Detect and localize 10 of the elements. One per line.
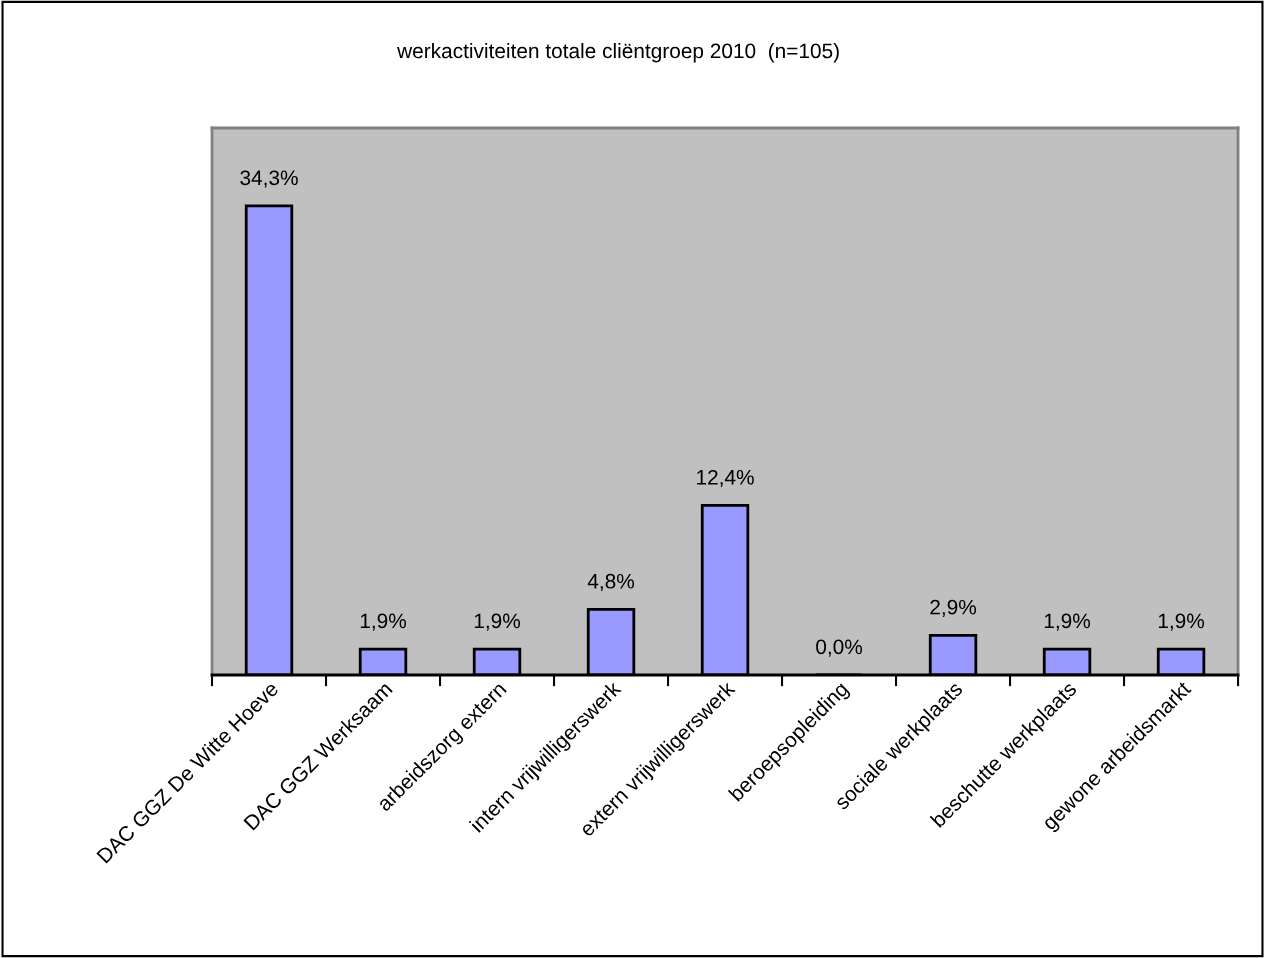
data-label: 1,9%: [474, 613, 521, 631]
data-label: 4,8%: [587, 573, 635, 592]
data-label: 2,9%: [930, 599, 977, 618]
data-label: 12,4%: [697, 469, 754, 488]
data-label: 0,0%: [816, 639, 863, 657]
data-label: 1,9%: [1044, 613, 1091, 631]
data-label: 34,3%: [240, 170, 298, 188]
data-label: 1,9%: [1158, 613, 1205, 631]
chart-title: werkactiviteiten totale cliëntgroep 2010 (n=105): [397, 42, 839, 63]
data-label: 1,9%: [360, 613, 407, 631]
